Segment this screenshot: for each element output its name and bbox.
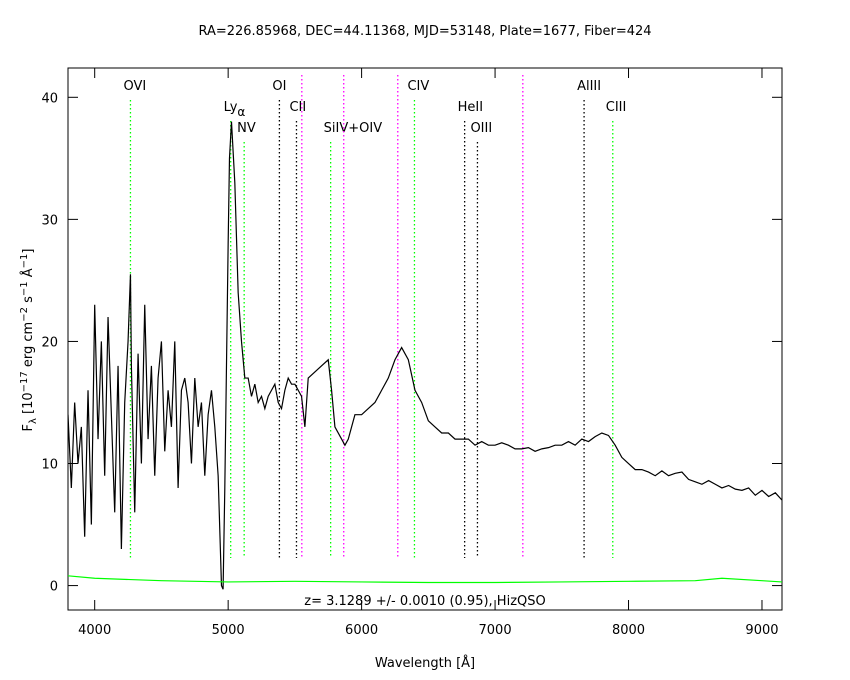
emission-line-label-text: CIV <box>407 79 429 94</box>
y-axis-label-part: [10 <box>21 392 36 418</box>
x-tick-label: 6000 <box>345 623 378 638</box>
redshift-annotation: z= 3.1289 +/- 0.0010 (0.95), HizQSO <box>304 594 545 609</box>
spectrum-line <box>68 575 782 584</box>
y-axis-label-part: λ <box>28 418 39 424</box>
plot-area <box>68 121 782 590</box>
chart-title: RA=226.85968, DEC=44.11368, MJD=53148, P… <box>198 24 651 39</box>
emission-line-label: CIII <box>606 100 627 115</box>
emission-line-label-text: SiIV+OIV <box>324 121 383 136</box>
y-axis-label-part: Å <box>20 268 36 281</box>
x-tick-label: 5000 <box>212 623 245 638</box>
emission-line-label-text: OVI <box>123 79 146 94</box>
y-tick-label: 40 <box>41 91 58 106</box>
emission-line-label-text: OIII <box>470 121 492 136</box>
y-axis-label-part: −1 <box>19 281 30 296</box>
x-tick-label: 9000 <box>745 623 778 638</box>
emission-line-label: HeII <box>458 100 483 115</box>
emission-line-label-text: CII <box>289 100 306 115</box>
y-tick-label: 0 <box>50 580 58 595</box>
y-axis-label-part: s <box>21 296 36 307</box>
emission-line-label: AlIII <box>577 79 601 94</box>
x-tick-label: 8000 <box>612 623 645 638</box>
emission-line-label: CIV <box>407 79 429 94</box>
y-axis-label-part: erg cm <box>21 322 36 371</box>
emission-line-label-text: AlIII <box>577 79 601 94</box>
emission-line-label-text: Ly <box>224 100 238 115</box>
emission-line-label: Lyα <box>224 100 246 119</box>
y-axis-label-part: ] <box>21 249 36 254</box>
emission-line-label: CII <box>289 100 306 115</box>
y-axis-label-part: −17 <box>19 371 30 392</box>
y-axis-label-part: −1 <box>19 254 30 269</box>
emission-line-label: NV <box>237 121 256 136</box>
emission-line-label-text: HeII <box>458 100 483 115</box>
emission-line-label: OI <box>272 79 286 94</box>
y-axis-label-part: −2 <box>19 307 30 322</box>
y-axis-label-part: F <box>21 424 36 431</box>
x-axis-label: Wavelength [Å] <box>375 655 475 671</box>
emission-line-label-sub: α <box>237 105 245 119</box>
y-axis-label: Fλ [10−17 erg cm−2 s−1 Å−1] <box>19 249 39 432</box>
emission-line-label-text: CIII <box>606 100 627 115</box>
plot-frame <box>67 67 783 611</box>
x-tick-label: 4000 <box>78 623 111 638</box>
emission-line-label: OVI <box>123 79 146 94</box>
spectrum-line <box>68 121 782 590</box>
emission-line-label-text: OI <box>272 79 286 94</box>
y-tick-label: 30 <box>41 213 58 228</box>
y-tick-label: 20 <box>41 335 58 350</box>
emission-line-label: SiIV+OIV <box>324 121 383 136</box>
y-tick-label: 10 <box>41 458 58 473</box>
x-tick-label: 7000 <box>479 623 512 638</box>
emission-line-label-text: NV <box>237 121 256 136</box>
emission-line-label: OIII <box>470 121 492 136</box>
